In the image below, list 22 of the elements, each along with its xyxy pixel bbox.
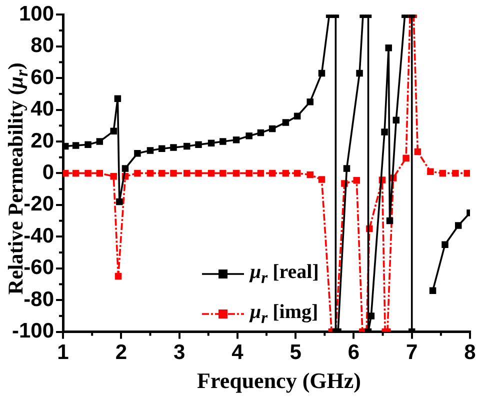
y-tick-label: 20 — [30, 129, 54, 152]
x-axis-title: Frequency (GHz) — [196, 368, 362, 394]
legend-label: μ$_{r}$ [img] — [250, 300, 318, 328]
x-tick-label: 8 — [464, 341, 476, 364]
x-tick-label: 7 — [406, 341, 418, 364]
x-tick-label: 5 — [290, 341, 302, 364]
y-tick-label: -100 — [12, 320, 54, 343]
y-tick-label: -80 — [24, 288, 54, 311]
x-tick-label: 3 — [173, 341, 186, 364]
y-tick-label: 60 — [30, 66, 54, 89]
x-tick-label: 6 — [348, 341, 360, 364]
x-tick-label: 1 — [57, 341, 70, 364]
y-tick-label: 40 — [30, 98, 54, 121]
y-tick-label: 100 — [18, 2, 54, 26]
y-tick-label: 80 — [30, 34, 54, 58]
legend-label: μ$_{r}$ [real] — [250, 260, 319, 288]
x-tick-label: 4 — [232, 341, 244, 364]
y-tick-label: -60 — [24, 256, 54, 280]
x-tick-label: 2 — [115, 341, 128, 364]
y-tick-label: 0 — [42, 160, 54, 184]
y-tick-label: -40 — [24, 224, 54, 248]
y-tick-label: -20 — [24, 192, 54, 216]
